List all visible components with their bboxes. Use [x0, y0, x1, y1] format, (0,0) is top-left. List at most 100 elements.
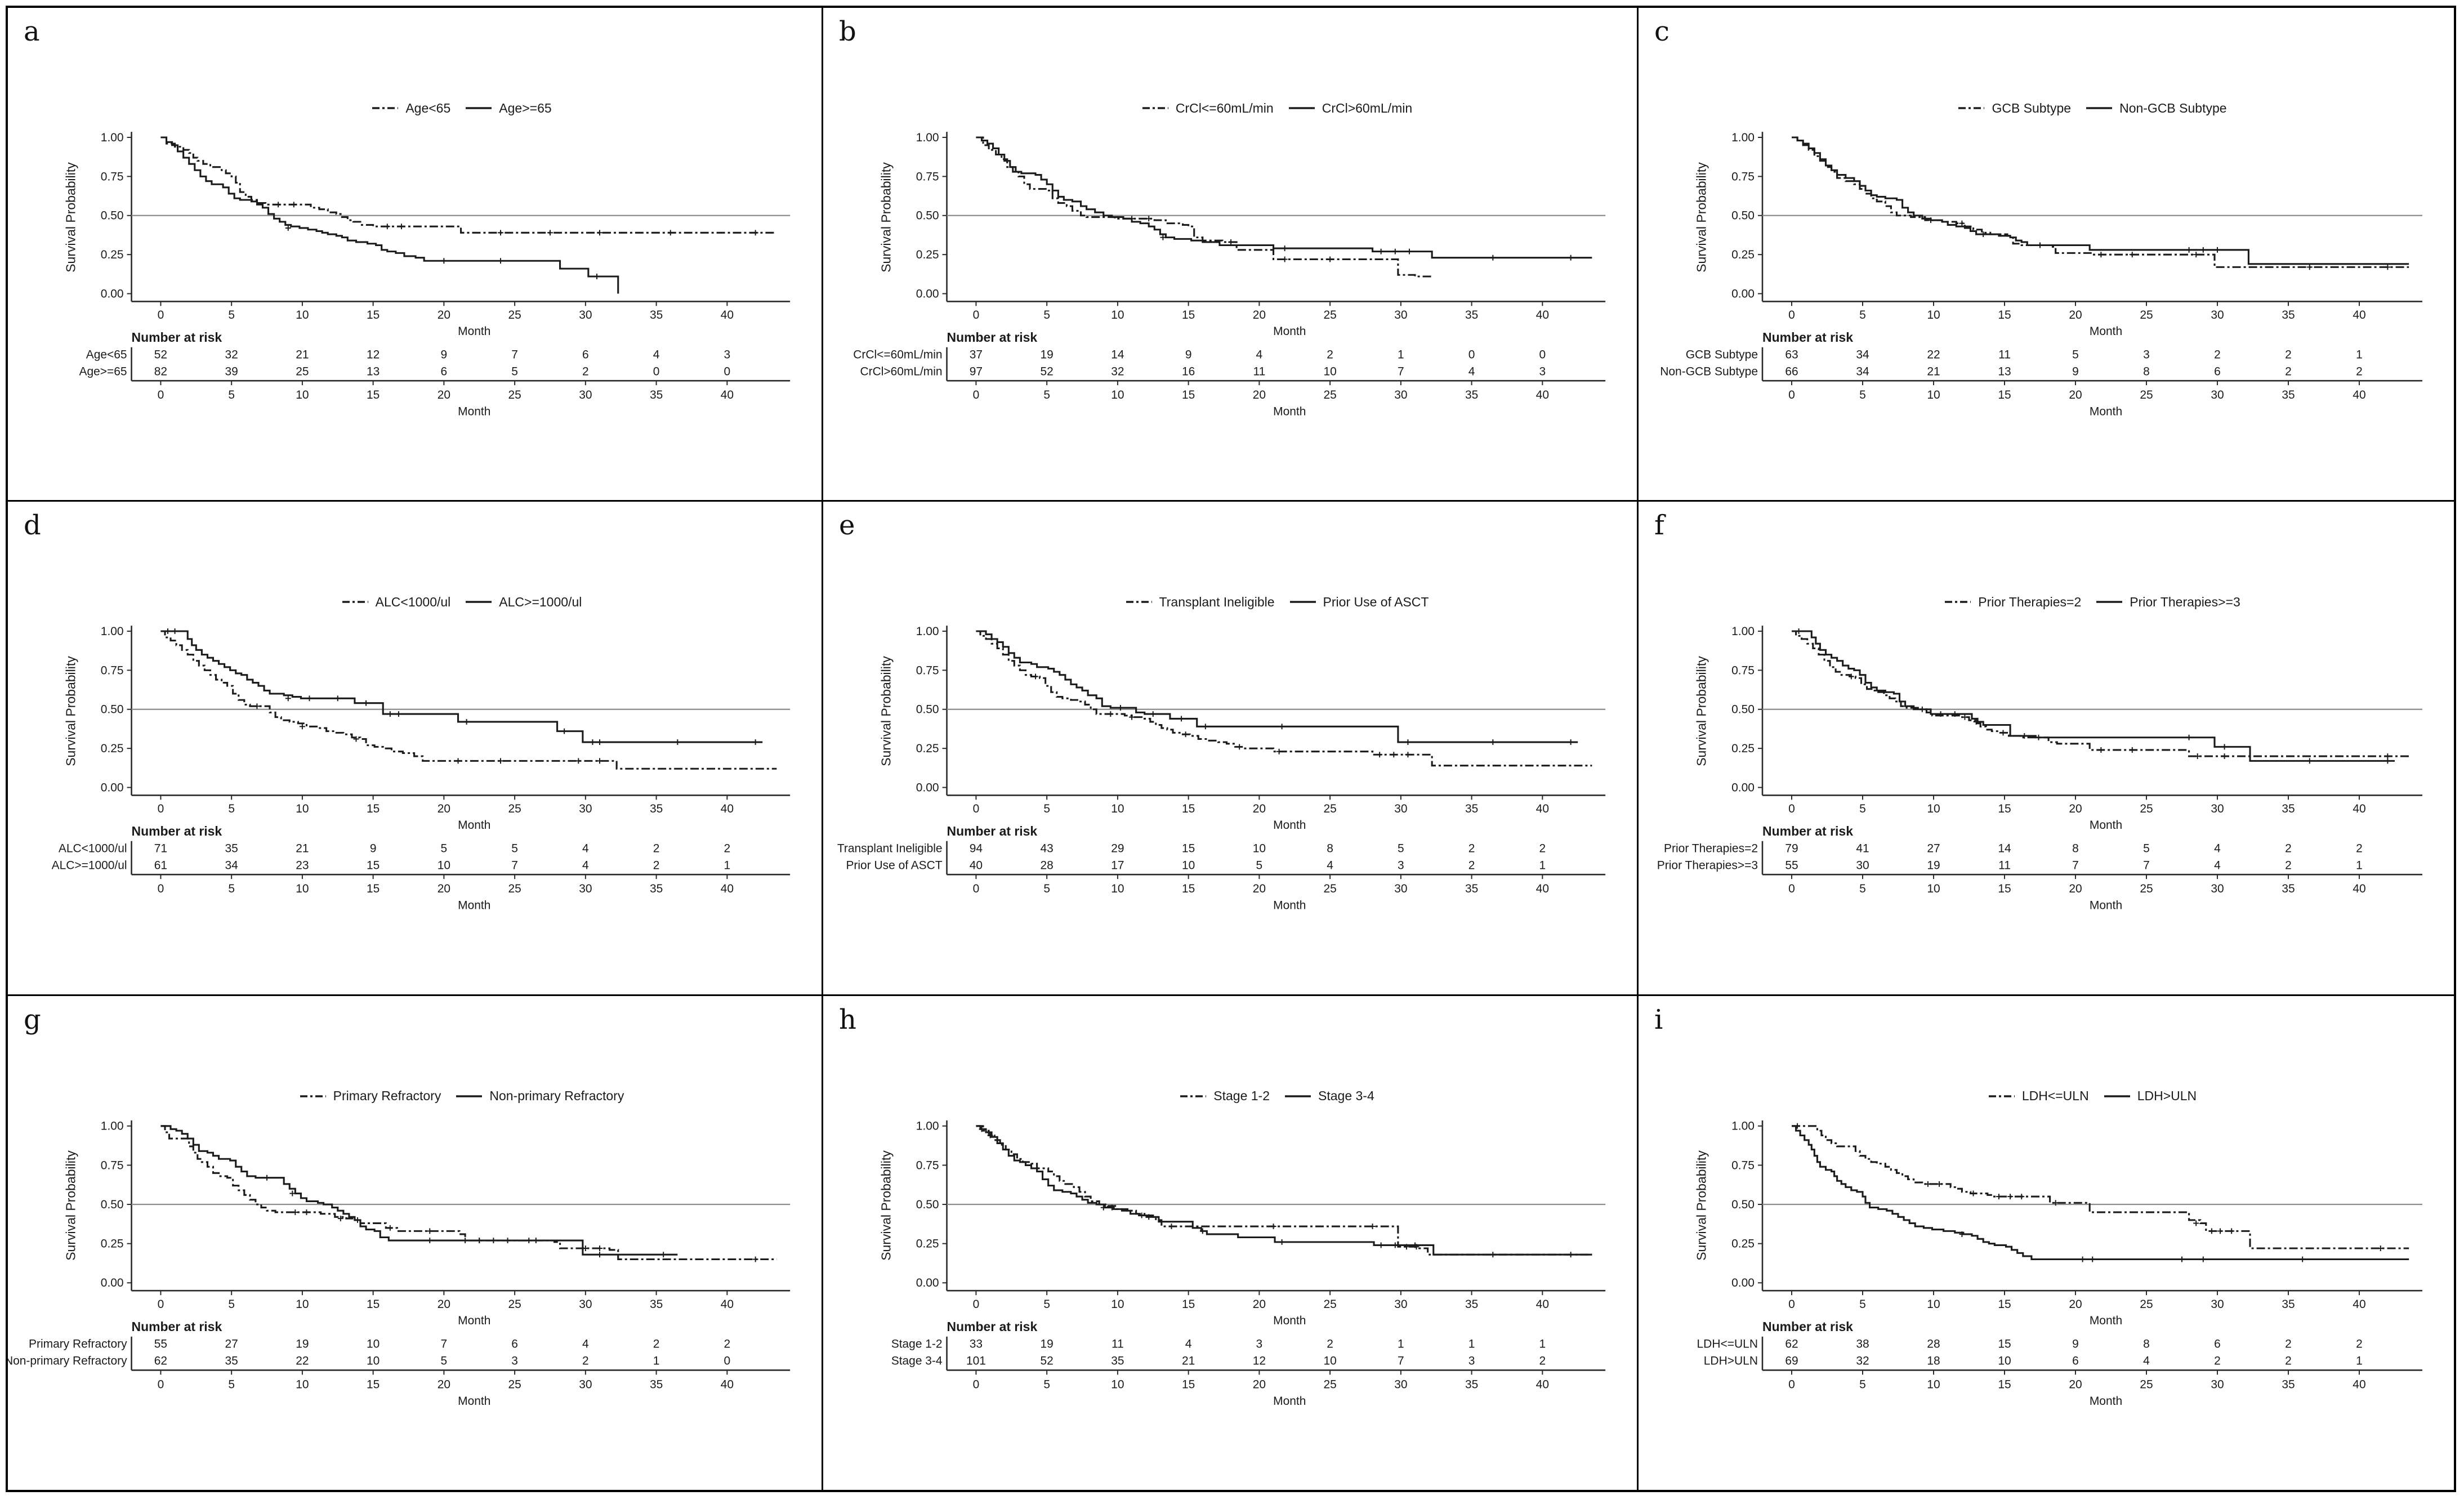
risk-value: 0	[1468, 349, 1475, 361]
x-tick-label: 10	[296, 1298, 309, 1311]
dashdot-line-sample-icon	[1945, 601, 1971, 604]
risk-value: 7	[441, 1337, 448, 1350]
km-curve-dashdot	[160, 1124, 777, 1260]
risk-axis-tick-label: 10	[1111, 389, 1124, 401]
legend-item-group1: Stage 1-2	[1180, 1088, 1270, 1104]
risk-axis-tick-label: 10	[296, 1378, 309, 1391]
legend: Age<65 Age>=65	[133, 97, 791, 119]
risk-axis-tick-label: 10	[1111, 1378, 1124, 1391]
risk-axis-tick-label: 40	[2353, 882, 2365, 895]
risk-value: 9	[1185, 349, 1192, 361]
x-tick-label: 10	[1927, 803, 1940, 816]
legend-label-group1: Stage 1-2	[1213, 1088, 1270, 1104]
risk-axis-title: Month	[2090, 1395, 2122, 1408]
risk-axis-tick-label: 35	[2282, 882, 2295, 895]
legend-label-group2: Prior Use of ASCT	[1323, 594, 1429, 609]
legend-label-group1: LDH<=ULN	[2021, 1088, 2089, 1104]
risk-value: 28	[1041, 859, 1054, 872]
dashdot-line-sample-icon	[300, 1095, 326, 1097]
risk-value: 10	[438, 859, 450, 872]
risk-value: 52	[154, 349, 167, 361]
risk-value: 1	[724, 859, 731, 872]
risk-value: 6	[511, 1337, 518, 1350]
risk-value: 1	[1398, 349, 1404, 361]
risk-axis-tick-label: 25	[2140, 1378, 2153, 1391]
risk-axis-tick-label: 5	[228, 1378, 235, 1391]
panel-letter: d	[24, 510, 41, 542]
y-tick-label: 0.25	[101, 248, 124, 261]
legend-label-group1: CrCl<=60mL/min	[1175, 100, 1274, 115]
risk-axis-tick-label: 35	[2282, 389, 2295, 401]
risk-row-label: Non-primary Refractory	[8, 1354, 127, 1367]
risk-axis-tick-label: 0	[973, 389, 980, 401]
risk-row-label: Prior Use of ASCT	[846, 859, 942, 872]
panel-letter: a	[24, 16, 40, 47]
risk-axis-tick-label: 30	[579, 1378, 592, 1391]
legend-item-group1: Age<65	[372, 101, 450, 116]
risk-value: 4	[1468, 365, 1475, 378]
km-panel-e: e Transplant Ineligible Prior Use of ASC…	[823, 502, 1639, 996]
risk-table-title: Number at risk	[947, 1319, 1038, 1334]
risk-value: 13	[1998, 365, 2011, 378]
x-tick-label: 25	[1323, 309, 1336, 322]
risk-value: 2	[653, 1337, 660, 1350]
risk-table-title: Number at risk	[132, 330, 222, 345]
x-axis-title: Month	[1273, 325, 1306, 338]
risk-value: 21	[1182, 1354, 1195, 1367]
x-tick-label: 10	[296, 309, 309, 322]
risk-value: 55	[1785, 859, 1798, 872]
risk-value: 12	[367, 349, 380, 361]
x-tick-label: 10	[1927, 1298, 1940, 1311]
risk-value: 2	[582, 365, 589, 378]
risk-value: 7	[1398, 365, 1404, 378]
x-tick-label: 0	[158, 309, 164, 322]
risk-axis-tick-label: 15	[1998, 389, 2011, 401]
risk-axis-tick-label: 10	[296, 389, 309, 401]
risk-axis-tick-label: 5	[1043, 1378, 1050, 1391]
risk-value: 8	[2072, 842, 2079, 855]
km-curve-solid	[976, 630, 1578, 743]
risk-axis-tick-label: 25	[1323, 389, 1336, 401]
km-panel-g: g Primary Refractory Non-primary Refract…	[8, 995, 823, 1490]
risk-value: 8	[2143, 365, 2150, 378]
x-tick-label: 15	[1182, 309, 1195, 322]
y-tick-label: 0.50	[101, 209, 124, 222]
risk-value: 11	[1253, 365, 1266, 378]
x-tick-label: 15	[1182, 1298, 1195, 1311]
legend-label-group2: Non-primary Refractory	[489, 1088, 624, 1104]
km-plot-canvas: 0.000.250.500.751.000 5 10 15 20 25 30 35 40Mont…	[837, 625, 1606, 912]
risk-axis-tick-label: 5	[228, 882, 235, 895]
risk-value: 3	[1539, 365, 1546, 378]
dashdot-line-sample-icon	[1958, 107, 1985, 109]
risk-table-title: Number at risk	[132, 824, 222, 838]
legend-item-group2: Prior Therapies>=3	[2096, 595, 2240, 610]
solid-line-sample-icon	[1285, 1095, 1311, 1097]
x-tick-label: 35	[2282, 1298, 2295, 1311]
x-tick-label: 20	[438, 309, 450, 322]
risk-value: 1	[1398, 1337, 1404, 1350]
x-tick-label: 10	[1927, 309, 1940, 322]
risk-value: 1	[1468, 1337, 1475, 1350]
y-tick-label: 1.00	[101, 131, 124, 144]
risk-axis-tick-label: 35	[1465, 1378, 1478, 1391]
y-tick-label: 0.50	[916, 1198, 939, 1211]
dashdot-line-sample-icon	[342, 601, 368, 604]
km-curve-dashdot	[976, 630, 1592, 767]
risk-axis-tick-label: 0	[973, 882, 980, 895]
risk-row-label: Primary Refractory	[29, 1337, 127, 1350]
risk-axis-title: Month	[2090, 405, 2122, 418]
risk-axis-tick-label: 0	[1788, 1378, 1795, 1391]
x-tick-label: 20	[1253, 309, 1266, 322]
risk-value: 6	[441, 365, 448, 378]
x-axis-title: Month	[2090, 1314, 2122, 1327]
legend-label-group2: LDH>ULN	[2137, 1088, 2197, 1104]
legend: CrCl<=60mL/min CrCl>60mL/min	[948, 97, 1606, 119]
y-tick-label: 0.25	[916, 1237, 939, 1250]
x-tick-label: 0	[1788, 309, 1795, 322]
legend-label-group1: ALC<1000/ul	[375, 594, 451, 609]
legend-label-group2: Non-GCB Subtype	[2119, 100, 2227, 115]
risk-value: 1	[1539, 859, 1546, 872]
km-curve-solid	[976, 1124, 1592, 1256]
risk-value: 39	[225, 365, 238, 378]
km-curve-dashdot	[976, 136, 1432, 278]
